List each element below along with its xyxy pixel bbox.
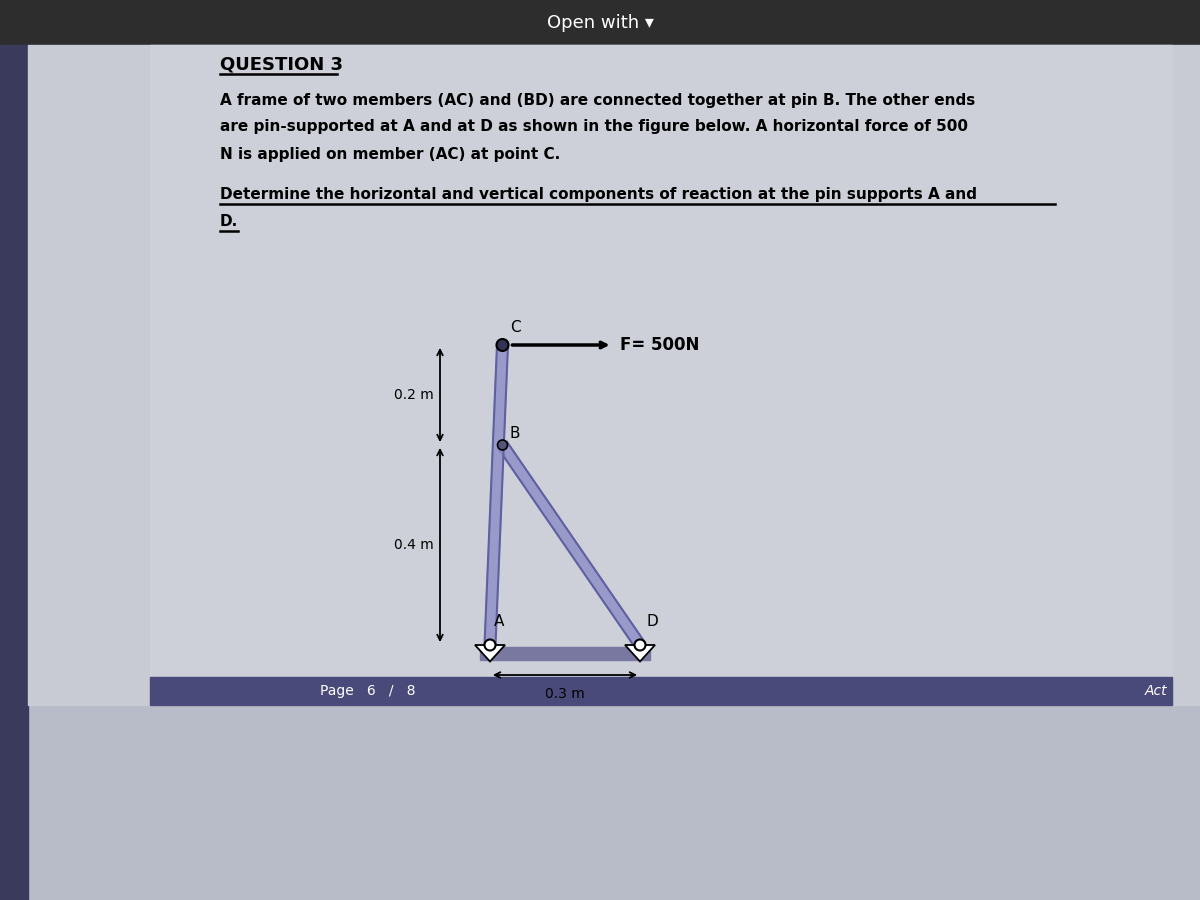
Bar <box>480 647 650 660</box>
Text: Page   6   /   8: Page 6 / 8 <box>320 684 415 698</box>
Circle shape <box>497 339 509 351</box>
Text: Open with ▾: Open with ▾ <box>546 14 654 32</box>
Bar <box>0 45 28 900</box>
Text: D.: D. <box>220 214 239 230</box>
Text: 0.4 m: 0.4 m <box>395 538 434 552</box>
Text: N is applied on member (AC) at point C.: N is applied on member (AC) at point C. <box>220 147 560 161</box>
Polygon shape <box>498 442 644 648</box>
Polygon shape <box>485 345 508 645</box>
Polygon shape <box>475 645 505 662</box>
Circle shape <box>498 440 508 450</box>
Bar <box>150 45 1172 705</box>
Text: are pin-supported at A and at D as shown in the figure below. A horizontal force: are pin-supported at A and at D as shown… <box>220 120 968 134</box>
Text: QUESTION 3: QUESTION 3 <box>220 56 343 74</box>
Circle shape <box>485 640 496 651</box>
Text: Determine the horizontal and vertical components of reaction at the pin supports: Determine the horizontal and vertical co… <box>220 187 977 202</box>
Bar <box>0 0 1200 45</box>
Bar <box>28 45 1200 705</box>
Text: D: D <box>646 614 658 629</box>
Text: A: A <box>494 614 504 629</box>
Bar <box>150 677 1172 705</box>
Text: B: B <box>510 426 520 441</box>
Polygon shape <box>625 645 655 662</box>
Circle shape <box>635 640 646 651</box>
Text: C: C <box>510 320 521 335</box>
Text: 0.3 m: 0.3 m <box>545 687 584 701</box>
Text: F= 500N: F= 500N <box>620 336 700 354</box>
Text: A frame of two members (AC) and (BD) are connected together at pin B. The other : A frame of two members (AC) and (BD) are… <box>220 93 976 107</box>
Text: Act: Act <box>1145 684 1168 698</box>
Text: 0.2 m: 0.2 m <box>395 388 434 402</box>
